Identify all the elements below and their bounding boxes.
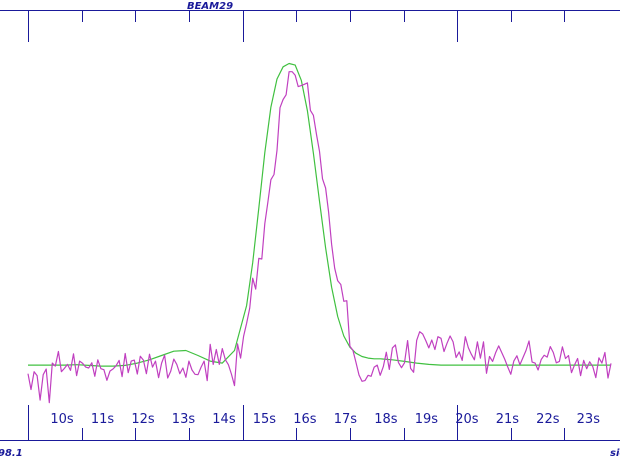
x-tick-label: 13s: [172, 412, 196, 427]
x-tick-label: 12s: [131, 412, 155, 427]
bottom-ticks: [28, 405, 565, 440]
x-tick-label: 23s: [577, 412, 601, 427]
top-ticks: [28, 10, 565, 42]
x-tick-label: 17s: [334, 412, 358, 427]
x-tick-label: 15s: [253, 412, 277, 427]
x-tick-label: 10s: [50, 412, 74, 427]
corner-label-right: sic: [610, 448, 620, 459]
tick-labels: 10s 11s 12s 13s 14s 15s 16s 17s 18s 19s 20s 21s 22s 2…: [50, 412, 600, 427]
series-layer: [27, 62, 612, 404]
bottom-axis: 98.1 sic: [0, 440, 620, 459]
fit-series-line: [28, 62, 611, 367]
corner-label-left: 98.1: [0, 448, 23, 459]
x-tick-label: 18s: [374, 412, 398, 427]
x-tick-label: 16s: [293, 412, 317, 427]
measured-series-line: [27, 71, 612, 404]
x-tick-label: 21s: [496, 412, 520, 427]
x-tick-label: 14s: [212, 412, 236, 427]
chart-title: BEAM29: [187, 1, 233, 12]
x-tick-label: 20s: [455, 412, 479, 427]
top-axis: BEAM29: [0, 1, 620, 12]
x-tick-label: 22s: [536, 412, 560, 427]
x-tick-label: 11s: [91, 412, 115, 427]
x-tick-label: 19s: [415, 412, 439, 427]
